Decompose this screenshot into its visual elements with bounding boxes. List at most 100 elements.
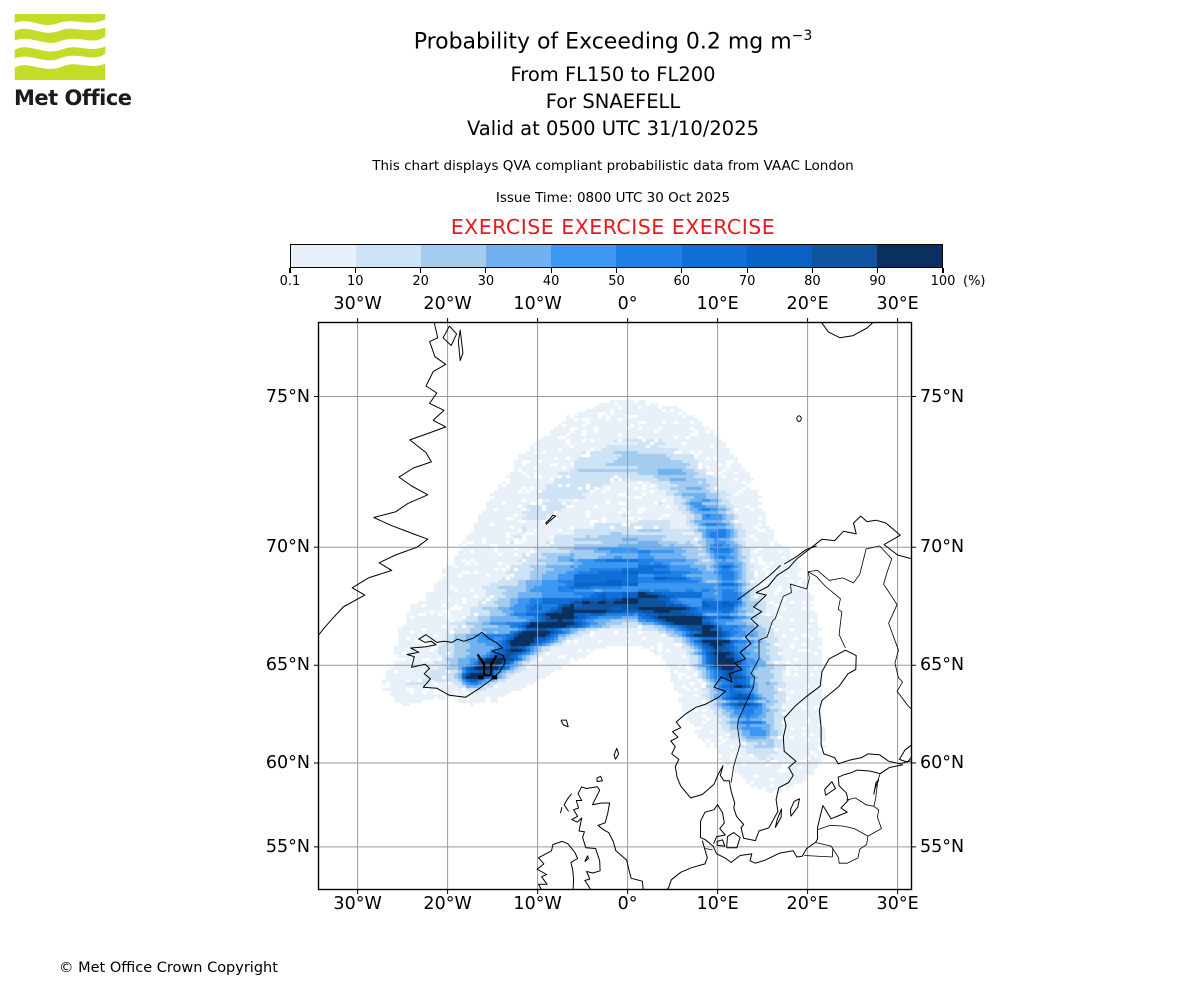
colorbar-tick	[681, 268, 683, 273]
colorbar-label-20: 20	[412, 274, 429, 289]
lon-label-bottom-20°E: 20°E	[786, 894, 829, 914]
lat-label-right-55°N: 55°N	[920, 836, 965, 857]
coastline	[457, 329, 464, 362]
lat-label-left-65°N: 65°N	[265, 655, 310, 676]
colorbar-label-40: 40	[542, 274, 560, 289]
coastline	[790, 798, 800, 817]
colorbar-label-80: 80	[804, 274, 821, 289]
met-office-logo-text: Met Office	[14, 86, 132, 110]
qva-note: This chart displays QVA compliant probab…	[372, 158, 854, 174]
colorbar-label-70: 70	[738, 274, 756, 289]
colorbar-segment-60-70	[681, 245, 747, 267]
coastline	[442, 325, 458, 346]
colorbar-tick	[485, 268, 487, 273]
colorbar-tick	[550, 268, 552, 273]
colorbar-segment-0.1-10	[291, 245, 357, 267]
lon-label-top-20°E: 20°E	[786, 294, 829, 314]
coastline	[406, 631, 506, 698]
coastline	[536, 840, 579, 890]
chart-title-exponent: −3	[791, 28, 813, 44]
country-border	[832, 836, 869, 864]
ash-plume-layer	[318, 322, 912, 890]
coastline	[700, 764, 904, 864]
map-frame	[317, 321, 913, 891]
coastline	[613, 747, 620, 760]
copyright-text: © Met Office Crown Copyright	[59, 960, 278, 976]
colorbar-segment-80-90	[811, 245, 877, 267]
chart-title-text: Probability of Exceeding 0.2 mg m	[413, 29, 792, 55]
exercise-banner: EXERCISE EXERCISE EXERCISE	[450, 215, 776, 239]
colorbar-segment-10-20	[356, 245, 422, 267]
country-border	[867, 806, 882, 837]
colorbar-label-10: 10	[347, 274, 364, 289]
colorbar-segment-30-40	[486, 245, 552, 267]
lon-label-top-10°E: 10°E	[696, 294, 739, 314]
bear-island	[796, 415, 802, 422]
lat-label-left-70°N: 70°N	[265, 537, 310, 558]
lon-label-top-30°W: 30°W	[333, 294, 382, 314]
colorbar-label-100: 100	[930, 274, 956, 289]
lat-label-right-60°N: 60°N	[920, 752, 965, 773]
coastline	[824, 781, 836, 796]
lon-label-top-0°: 0°	[617, 294, 638, 314]
coastline	[898, 744, 912, 763]
lat-label-left-75°N: 75°N	[265, 386, 310, 407]
lat-label-left-55°N: 55°N	[265, 836, 310, 857]
lon-label-top-30°E: 30°E	[876, 294, 919, 314]
coastline	[873, 779, 880, 795]
met-office-logo-icon	[10, 14, 110, 80]
colorbar-label-30: 30	[477, 274, 495, 289]
coastline	[774, 808, 782, 829]
coastline	[318, 322, 447, 637]
colorbar-label-60: 60	[673, 274, 691, 289]
coastline	[560, 719, 569, 728]
lat-label-right-75°N: 75°N	[920, 386, 965, 407]
colorbar-tick	[615, 268, 618, 273]
coastline	[670, 515, 912, 842]
country-border	[816, 842, 834, 849]
coastline	[596, 775, 603, 783]
lon-label-bottom-30°W: 30°W	[333, 894, 382, 914]
issue-time: Issue Time: 0800 UTC 30 Oct 2025	[495, 190, 731, 206]
lon-label-bottom-10°W: 10°W	[513, 894, 562, 914]
colorbar-segment-90-100	[876, 245, 942, 267]
country-border	[808, 545, 912, 710]
volcano-marker-icon	[476, 653, 498, 680]
colorbar-tick	[420, 268, 422, 273]
coastline	[560, 807, 563, 814]
coastline	[716, 839, 726, 847]
lon-label-top-10°W: 10°W	[513, 294, 562, 314]
country-border	[705, 848, 713, 851]
colorbar-tick	[942, 268, 944, 273]
coastline	[783, 545, 817, 565]
volcano-subtitle: For SNAEFELL	[545, 90, 681, 113]
coastline	[584, 855, 589, 862]
colorbar-unit-label: (%)	[963, 274, 986, 289]
country-border	[873, 773, 881, 807]
coastline	[571, 786, 644, 890]
coastline	[737, 564, 781, 601]
flight-level-subtitle: From FL150 to FL200	[510, 63, 716, 86]
colorbar-label-0.1: 0.1	[279, 274, 301, 289]
lon-label-bottom-20°W: 20°W	[423, 894, 472, 914]
country-border	[804, 855, 833, 858]
colorbar-tick	[877, 268, 879, 273]
lon-label-bottom-30°E: 30°E	[876, 894, 919, 914]
colorbar-tick	[289, 268, 291, 273]
coastline	[665, 840, 708, 890]
lon-label-top-20°W: 20°W	[423, 294, 472, 314]
map-layer	[314, 318, 916, 894]
colorbar-tick	[811, 268, 813, 273]
colorbar-tick	[354, 268, 356, 273]
coastline	[820, 322, 875, 339]
lat-label-left-60°N: 60°N	[265, 752, 310, 773]
lat-label-right-70°N: 70°N	[920, 537, 965, 558]
colorbar-segment-40-50	[551, 245, 617, 267]
country-border	[807, 571, 846, 649]
colorbar-label-50: 50	[608, 274, 625, 289]
valid-time-subtitle: Valid at 0500 UTC 31/10/2025	[466, 117, 760, 140]
coastline	[545, 514, 557, 525]
lon-label-bottom-0°: 0°	[617, 894, 638, 914]
colorbar-segment-70-80	[746, 245, 812, 267]
